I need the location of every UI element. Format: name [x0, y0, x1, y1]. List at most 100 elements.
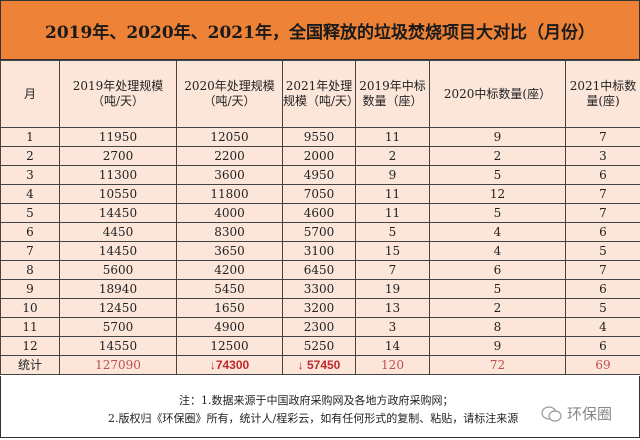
cell-2020-capacity: 4200 — [176, 260, 283, 280]
down-arrow-icon: ↓ — [209, 357, 216, 372]
cell-2020-count: 2 — [429, 298, 566, 318]
table-row: 9 18940 5450 3300 19 5 6 — [0, 279, 640, 299]
cell-2019-capacity: 14550 — [59, 336, 177, 356]
cell-2019-capacity: 4450 — [59, 222, 177, 242]
header-2020-count: 2020中标数量(座） — [429, 60, 566, 128]
cell-2021-count: 6 — [565, 336, 640, 356]
total-label: 统计 — [0, 355, 60, 375]
cell-2019-count: 14 — [355, 336, 430, 356]
cell-2021-count: 3 — [565, 146, 640, 166]
cell-month: 2 — [0, 146, 60, 166]
cell-month: 1 — [0, 127, 60, 147]
cell-2020-capacity: 4900 — [176, 317, 283, 337]
total-2019-count: 120 — [355, 355, 430, 375]
total-2021-capacity: ↓ 57450 — [282, 355, 356, 375]
cell-month: 10 — [0, 298, 60, 318]
cell-2019-capacity: 5600 — [59, 260, 177, 280]
cell-2021-capacity: 2000 — [282, 146, 356, 166]
cell-2019-capacity: 11950 — [59, 127, 177, 147]
cell-2019-capacity: 14450 — [59, 241, 177, 261]
cell-2020-capacity: 1650 — [176, 298, 283, 318]
total-2019-capacity: 127090 — [59, 355, 177, 375]
notes-box: 注：1.数据来源于中国政府采购网及各地方政府采购网； 2.版权归《环保圈》所有，… — [0, 376, 640, 438]
total-2020-capacity: ↓74300 — [176, 355, 283, 375]
cell-2019-count: 13 — [355, 298, 430, 318]
cell-2020-count: 4 — [429, 222, 566, 242]
cell-2021-capacity: 4950 — [282, 165, 356, 185]
cell-2020-capacity: 8300 — [176, 222, 283, 242]
cell-2021-count: 5 — [565, 298, 640, 318]
down-arrow-icon: ↓ — [297, 357, 304, 372]
cell-2021-capacity: 7050 — [282, 184, 356, 204]
cell-2020-count: 9 — [429, 336, 566, 356]
cell-2020-count: 5 — [429, 165, 566, 185]
cell-2019-count: 9 — [355, 165, 430, 185]
table-row: 5 14450 4000 4600 11 5 7 — [0, 203, 640, 223]
cell-2021-capacity: 5250 — [282, 336, 356, 356]
cell-2019-count: 11 — [355, 127, 430, 147]
cell-2020-capacity: 11800 — [176, 184, 283, 204]
cell-2019-count: 2 — [355, 146, 430, 166]
cell-month: 8 — [0, 260, 60, 280]
cell-2021-count: 4 — [565, 317, 640, 337]
table-row: 12 14550 12500 5250 14 9 6 — [0, 336, 640, 356]
cell-2019-count: 11 — [355, 184, 430, 204]
table-row: 8 5600 4200 6450 7 6 7 — [0, 260, 640, 280]
cell-2019-capacity: 18940 — [59, 279, 177, 299]
cell-2019-count: 7 — [355, 260, 430, 280]
cell-2021-count: 6 — [565, 279, 640, 299]
header-2021-count: 2021中标数量(座) — [565, 60, 640, 128]
cell-2019-capacity: 14450 — [59, 203, 177, 223]
cell-2021-count: 6 — [565, 165, 640, 185]
cell-2021-count: 7 — [565, 260, 640, 280]
total-row: 统计 127090 ↓74300 ↓ 57450 120 72 69 — [0, 355, 640, 375]
cell-month: 3 — [0, 165, 60, 185]
cell-2019-count: 3 — [355, 317, 430, 337]
table-row: 7 14450 3650 3100 15 4 5 — [0, 241, 640, 261]
table-row: 3 11300 3600 4950 9 5 6 — [0, 165, 640, 185]
header-2021-capacity: 2021年处理规模（吨/天） — [282, 60, 359, 128]
cell-2020-capacity: 12500 — [176, 336, 283, 356]
cell-2019-count: 11 — [355, 203, 430, 223]
cell-month: 11 — [0, 317, 60, 337]
cell-2020-count: 12 — [429, 184, 566, 204]
cell-2021-count: 7 — [565, 184, 640, 204]
cell-2019-count: 5 — [355, 222, 430, 242]
cell-2020-capacity: 2200 — [176, 146, 283, 166]
note-source: 注：1.数据来源于中国政府采购网及各地方政府采购网； — [179, 394, 454, 407]
cell-2020-count: 2 — [429, 146, 566, 166]
cell-2019-count: 19 — [355, 279, 430, 299]
cell-2020-capacity: 5450 — [176, 279, 283, 299]
cell-2019-capacity: 10550 — [59, 184, 177, 204]
cell-2021-capacity: 5700 — [282, 222, 356, 242]
brand-name: 环保圈 — [567, 405, 613, 423]
table-title: 2019年、2020年、2021年，全国释放的垃圾焚烧项目大对比（月份） — [0, 0, 640, 60]
cell-2020-count: 6 — [429, 260, 566, 280]
header-month: 月 — [0, 60, 60, 128]
cell-2021-count: 6 — [565, 222, 640, 242]
comparison-table: 月 2019年处理规模（吨/天） 2020年处理规模（吨/天） 2021年处理规… — [0, 60, 640, 375]
cell-month: 6 — [0, 222, 60, 242]
cell-2020-capacity: 3600 — [176, 165, 283, 185]
cell-2020-count: 5 — [429, 279, 566, 299]
total-2021-count: 69 — [565, 355, 640, 375]
cell-2021-count: 7 — [565, 203, 640, 223]
cell-2019-capacity: 2700 — [59, 146, 177, 166]
cell-month: 4 — [0, 184, 60, 204]
cell-2021-count: 5 — [565, 241, 640, 261]
cell-2020-capacity: 4000 — [176, 203, 283, 223]
cell-2021-capacity: 3100 — [282, 241, 356, 261]
wechat-icon — [541, 405, 562, 422]
cell-2020-count: 8 — [429, 317, 566, 337]
note-copyright: 2.版权归《环保圈》所有，统计人/程彩云，如有任何形式的复制、粘贴，请标注来源 — [108, 412, 519, 425]
cell-2020-capacity: 12050 — [176, 127, 283, 147]
header-2020-capacity: 2020年处理规模（吨/天） — [176, 60, 283, 128]
cell-2020-count: 4 — [429, 241, 566, 261]
header-row: 月 2019年处理规模（吨/天） 2020年处理规模（吨/天） 2021年处理规… — [0, 60, 640, 128]
cell-month: 7 — [0, 241, 60, 261]
cell-2021-capacity: 3200 — [282, 298, 356, 318]
header-2019-count: 2019年中标数量（座） — [355, 60, 430, 128]
cell-2020-count: 5 — [429, 203, 566, 223]
cell-2021-capacity: 4600 — [282, 203, 356, 223]
cell-2021-capacity: 3300 — [282, 279, 356, 299]
